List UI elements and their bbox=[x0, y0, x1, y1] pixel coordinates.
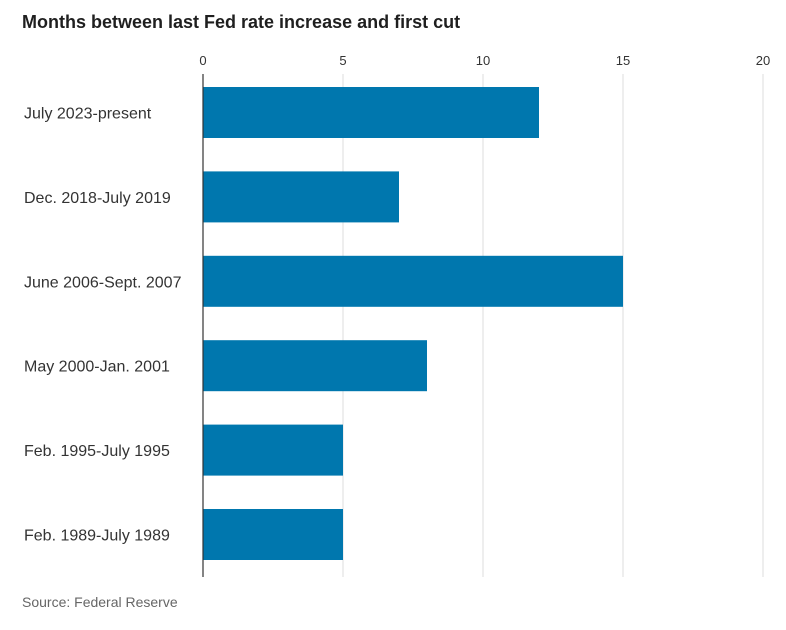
x-tick-label: 5 bbox=[339, 53, 346, 68]
category-label: Dec. 2018-July 2019 bbox=[24, 190, 171, 207]
category-label: June 2006-Sept. 2007 bbox=[24, 274, 182, 291]
category-label: May 2000-Jan. 2001 bbox=[24, 359, 170, 376]
x-tick-label: 20 bbox=[756, 53, 770, 68]
bar bbox=[203, 424, 343, 476]
bar bbox=[203, 171, 399, 223]
bar bbox=[203, 255, 623, 307]
bar bbox=[203, 87, 539, 138]
category-label: July 2023-present bbox=[24, 106, 152, 123]
bar bbox=[203, 340, 427, 392]
category-label: Feb. 1989-July 1989 bbox=[24, 528, 170, 545]
x-tick-label: 15 bbox=[616, 53, 630, 68]
x-tick-label: 0 bbox=[199, 53, 206, 68]
source-note: Source: Federal Reserve bbox=[22, 594, 178, 610]
x-tick-label: 10 bbox=[476, 53, 490, 68]
bar bbox=[203, 509, 343, 560]
chart-title: Months between last Fed rate increase an… bbox=[22, 12, 461, 32]
category-label: Feb. 1995-July 1995 bbox=[24, 443, 170, 460]
